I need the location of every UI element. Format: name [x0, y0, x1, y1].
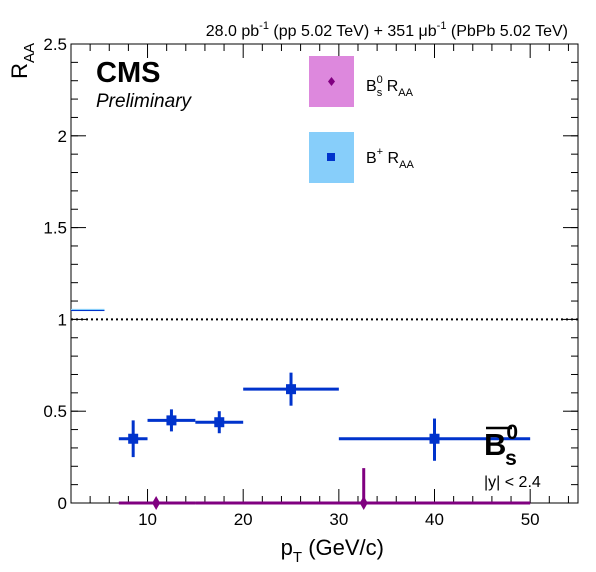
y-axis-title: RAA [7, 43, 38, 79]
bplus-point [429, 433, 440, 444]
lumi-pbpb-desc: (PbPb 5.02 TeV) [446, 23, 568, 40]
legend-bs-suffix-sub: AA [398, 87, 413, 99]
bplus-point [166, 415, 177, 426]
legend-bs-suffix: R [382, 78, 398, 95]
x-tick-label: 50 [521, 510, 540, 529]
particle-sub: s [505, 447, 517, 470]
legend-bplus-suffix-sub: AA [399, 159, 414, 171]
particle-text: B0 s [484, 421, 518, 470]
bplus-point [286, 384, 297, 395]
bs-point [152, 496, 161, 510]
bs-point [359, 496, 368, 510]
legend-bplus-label: B+ RAA [366, 146, 414, 171]
particle-sup: 0 [506, 421, 518, 444]
x-axis-title-main: p [281, 535, 293, 560]
y-axis-title-sub: AA [21, 43, 38, 63]
legend-bs-marker [328, 77, 335, 86]
legend-bplus-marker [327, 153, 335, 161]
y-tick-label: 2.5 [43, 35, 67, 54]
legend-bplus-main: B [366, 150, 377, 167]
data-layer [71, 308, 578, 510]
x-tick-label: 20 [234, 510, 253, 529]
x-axis-title: pT (GeV/c) [281, 535, 384, 566]
x-tick-label: 40 [425, 510, 444, 529]
particle-main: B [484, 427, 506, 462]
legend-bs-sub: s [377, 87, 383, 99]
x-axis-title-sub: T [293, 549, 302, 566]
lumi-pp-value: 28.0 pb [206, 23, 259, 40]
legend-bs-sup: 0 [377, 74, 383, 86]
x-tick-label: 10 [138, 510, 157, 529]
x-tick-label: 30 [329, 510, 348, 529]
particle-label: B0 s [484, 421, 518, 470]
legend-bplus-suffix: R [383, 150, 399, 167]
axis-ticks: 0 0.5 1 1.5 2 2.5 10 20 30 40 50 [43, 35, 578, 529]
legend-bs-label: B0 s RAA [366, 74, 414, 99]
y-tick-label: 0.5 [43, 402, 67, 421]
legend-bs-main: B [366, 78, 377, 95]
y-tick-label: 1.5 [43, 219, 67, 238]
lumi-pbpb-exp: -1 [437, 20, 447, 32]
lumi-pp-desc: (pp 5.02 TeV) + 351 μb [269, 23, 437, 40]
cms-label: CMS [96, 57, 160, 89]
x-axis-title-unit: (GeV/c) [302, 535, 384, 560]
luminosity-label: 28.0 pb-1 (pp 5.02 TeV) + 351 μb-1 (PbPb… [206, 20, 568, 40]
lumi-pp-exp: -1 [259, 20, 269, 32]
y-axis-title-main: R [7, 63, 32, 79]
y-tick-label: 1 [58, 310, 67, 329]
y-tick-label: 2 [58, 127, 67, 146]
bplus-point [214, 417, 225, 428]
rapidity-label: |y| < 2.4 [484, 474, 541, 491]
legend: B0 s RAA B+ RAA [309, 56, 414, 183]
bplus-point [128, 433, 139, 444]
legend-bplus-sup: + [377, 146, 383, 158]
preliminary-label: Preliminary [96, 91, 193, 112]
y-tick-label: 0 [58, 494, 67, 513]
